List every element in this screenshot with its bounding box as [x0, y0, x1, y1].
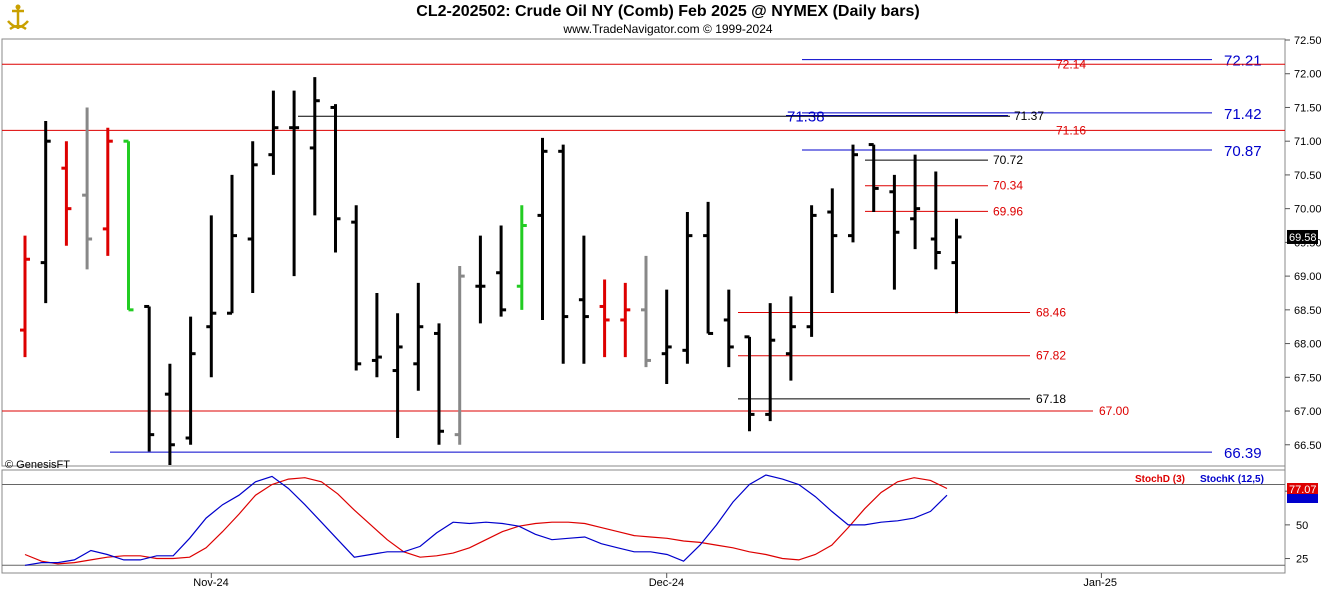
stochd-line [24, 477, 948, 565]
level-label-71.42: 71.42 [1224, 106, 1262, 123]
level-label-69.96: 69.96 [993, 204, 1023, 218]
level-label-70.72: 70.72 [993, 153, 1023, 167]
stochd-last-label: 77.07 [1289, 484, 1317, 496]
stoch-group: 755025 [2, 474, 1308, 566]
date-axis: Nov-24 Dec-24 Jan-25 [193, 573, 1117, 589]
price-tick-label: 66.50 [1294, 440, 1322, 452]
price-tick-label: 69.00 [1294, 271, 1322, 283]
level-label-68.46: 68.46 [1036, 306, 1066, 320]
level-label-71.16: 71.16 [1056, 123, 1086, 137]
stochd-last-box [1287, 483, 1318, 495]
price-tick-label: 71.00 [1294, 136, 1322, 148]
stochd-legend: StochD (3) [1135, 474, 1185, 485]
level-label-67.18: 67.18 [1036, 392, 1066, 406]
bars-group [20, 77, 962, 465]
chart-title: CL2-202502: Crude Oil NY (Comb) Feb 2025… [416, 3, 920, 20]
price-tick-label: 68.50 [1294, 305, 1322, 317]
level-label-67.82: 67.82 [1036, 349, 1066, 363]
stoch-tick-label: 50 [1296, 520, 1308, 532]
price-tick-label: 70.00 [1294, 204, 1322, 216]
level-label-67.00: 67.00 [1099, 404, 1129, 418]
stochk-legend: StochK (12,5) [1200, 474, 1264, 485]
price-tick-label: 71.50 [1294, 102, 1322, 114]
level-label-66.39: 66.39 [1224, 445, 1262, 462]
date-tick-label: Nov-24 [193, 577, 228, 589]
level-label-70.87: 70.87 [1224, 143, 1262, 160]
stochastic-panel [1, 469, 1286, 574]
last-price-label: 69.58 [1289, 232, 1317, 244]
price-tick-label: 70.50 [1294, 170, 1322, 182]
chart-subtitle: www.TradeNavigator.com © 1999-2024 [563, 22, 773, 36]
level-label-72.21: 72.21 [1224, 53, 1262, 70]
stoch-tick-label: 25 [1296, 554, 1308, 566]
price-tick-label: 72.50 [1294, 35, 1322, 47]
price-tick-label: 67.00 [1294, 406, 1322, 418]
level-label-72.14: 72.14 [1056, 57, 1086, 71]
levels-group: 72.21 72.14 71.42 71.38 71.37 71.16 70.87 70.72… [2, 53, 1285, 462]
date-tick-label: Dec-24 [649, 577, 684, 589]
price-tick-label: 67.50 [1294, 372, 1322, 384]
price-tick-label: 68.00 [1294, 339, 1322, 351]
level-label-71.37: 71.37 [1014, 109, 1044, 123]
level-label-71.38: 71.38 [787, 109, 825, 126]
price-panel [1, 38, 1286, 467]
date-tick-label: Jan-25 [1083, 577, 1117, 589]
trade-navigator-logo-icon [3, 3, 33, 33]
level-label-70.34: 70.34 [993, 179, 1023, 193]
watermark-label: © GenesisFT [5, 459, 70, 471]
stochk-last-box [1287, 494, 1318, 503]
stochk-line [24, 474, 948, 566]
last-price-box [1287, 229, 1318, 244]
price-tick-label: 72.00 [1294, 69, 1322, 81]
